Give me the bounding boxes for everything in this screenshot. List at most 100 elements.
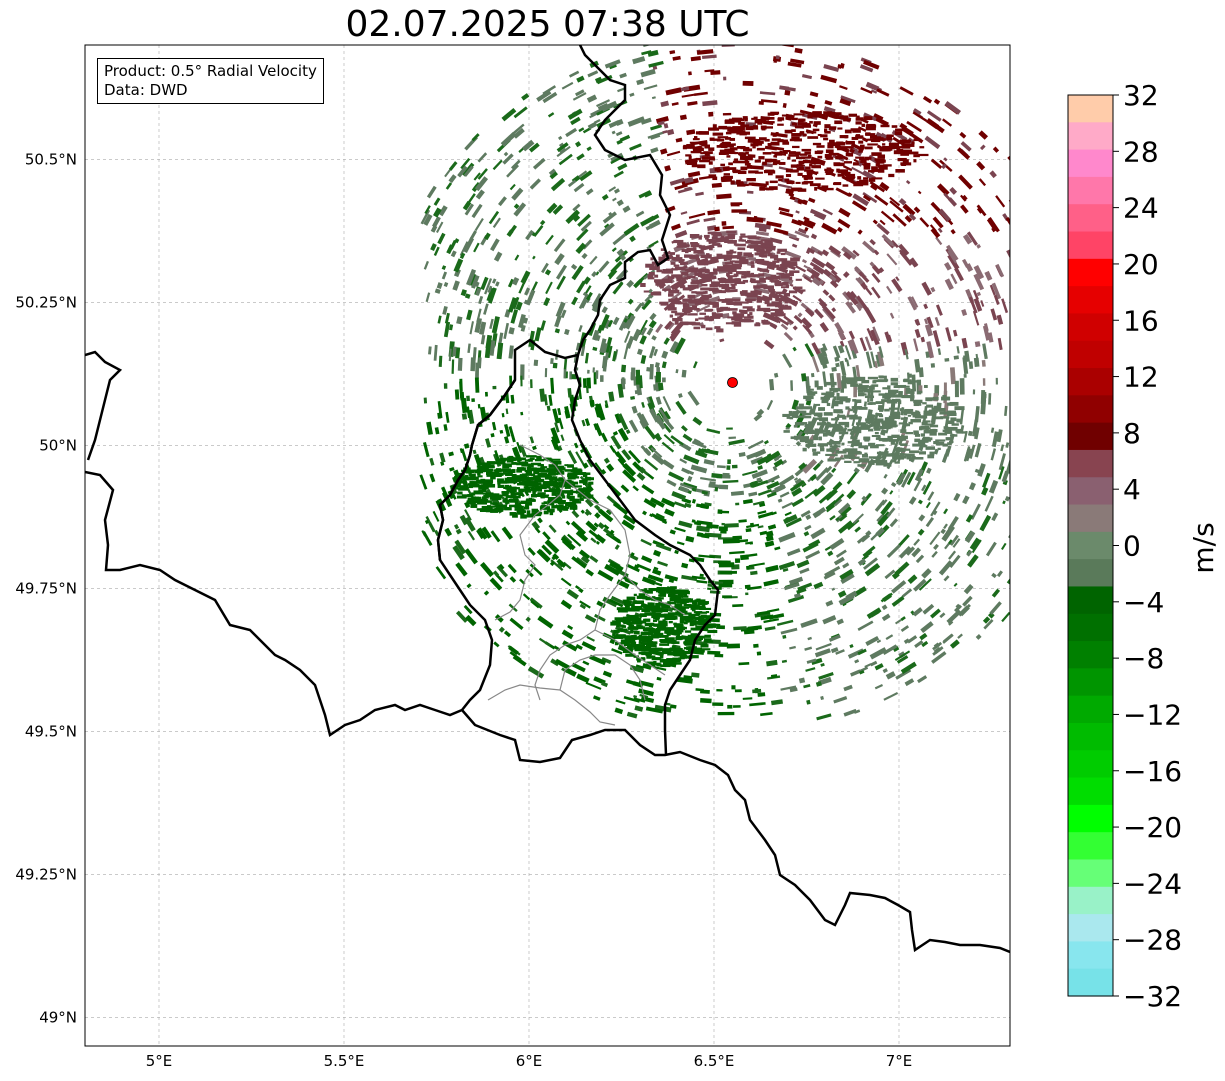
velocity-echo — [587, 121, 598, 130]
velocity-echo — [459, 241, 469, 257]
velocity-echo — [689, 254, 699, 258]
velocity-echo — [836, 372, 842, 390]
velocity-echo — [531, 281, 538, 292]
velocity-echo — [978, 178, 987, 187]
velocity-echo — [733, 626, 747, 631]
velocity-echo — [678, 613, 684, 617]
velocity-echo — [746, 308, 755, 312]
velocity-echo — [807, 636, 812, 641]
velocity-echo — [636, 624, 642, 629]
velocity-echo — [564, 464, 569, 467]
velocity-echo — [478, 295, 484, 305]
velocity-echo — [557, 408, 562, 416]
velocity-echo — [669, 637, 675, 641]
velocity-echo — [568, 495, 575, 500]
velocity-echo — [824, 261, 836, 271]
velocity-echo — [676, 608, 682, 613]
velocity-echo — [896, 148, 904, 152]
velocity-echo — [490, 433, 495, 438]
velocity-echo — [616, 199, 624, 207]
velocity-echo — [881, 423, 891, 427]
colorbar-tick-label: −28 — [1123, 924, 1182, 957]
velocity-echo — [685, 154, 692, 157]
velocity-echo — [878, 165, 888, 170]
velocity-echo — [510, 480, 516, 483]
velocity-echo — [664, 410, 671, 420]
velocity-echo — [858, 140, 864, 144]
velocity-echo — [537, 492, 546, 495]
velocity-echo — [1034, 411, 1039, 420]
velocity-echo — [785, 517, 802, 528]
velocity-echo — [741, 290, 748, 293]
velocity-echo — [625, 653, 636, 657]
velocity-echo — [825, 172, 832, 176]
velocity-echo — [812, 128, 820, 132]
velocity-echo — [763, 297, 773, 301]
velocity-echo — [780, 274, 790, 279]
velocity-echo — [773, 458, 784, 468]
velocity-echo — [477, 357, 482, 369]
velocity-echo — [879, 181, 890, 192]
velocity-echo — [674, 320, 679, 325]
velocity-echo — [886, 285, 893, 294]
velocity-echo — [665, 589, 675, 593]
velocity-echo — [723, 175, 733, 179]
velocity-echo — [837, 127, 843, 130]
velocity-echo — [989, 284, 996, 296]
velocity-echo — [957, 633, 963, 639]
velocity-echo — [847, 648, 865, 659]
velocity-echo — [634, 389, 640, 395]
velocity-echo — [809, 183, 821, 187]
velocity-echo — [509, 183, 516, 191]
velocity-echo — [803, 181, 814, 184]
velocity-echo — [935, 441, 945, 446]
velocity-echo — [917, 499, 923, 505]
velocity-echo — [920, 425, 930, 429]
velocity-echo — [1033, 412, 1037, 418]
velocity-echo — [904, 408, 914, 412]
velocity-echo — [654, 610, 663, 613]
velocity-echo — [772, 132, 777, 137]
velocity-echo — [880, 124, 890, 128]
velocity-echo — [763, 309, 771, 313]
velocity-echo — [773, 58, 778, 63]
velocity-echo — [794, 230, 810, 239]
velocity-echo — [709, 247, 713, 251]
velocity-echo — [692, 269, 701, 272]
velocity-echo — [913, 399, 923, 404]
velocity-echo — [869, 329, 880, 346]
velocity-echo — [768, 294, 773, 297]
velocity-echo — [868, 178, 876, 182]
velocity-echo — [730, 32, 741, 36]
velocity-echo — [671, 310, 678, 314]
velocity-echo — [541, 262, 549, 274]
velocity-echo — [842, 251, 853, 260]
velocity-echo — [634, 648, 646, 652]
velocity-echo — [459, 448, 463, 454]
velocity-echo — [706, 156, 715, 159]
velocity-echo — [719, 307, 723, 311]
velocity-echo — [736, 271, 747, 275]
velocity-echo — [845, 152, 850, 157]
velocity-echo — [892, 146, 901, 149]
velocity-echo — [801, 148, 812, 152]
velocity-echo — [623, 318, 628, 323]
velocity-echo — [711, 275, 717, 280]
velocity-echo — [750, 165, 764, 170]
velocity-echo — [785, 292, 791, 297]
velocity-echo — [726, 155, 731, 158]
velocity-echo — [898, 198, 907, 206]
velocity-echo — [1018, 486, 1024, 494]
velocity-echo — [640, 68, 656, 78]
velocity-echo — [536, 493, 543, 497]
velocity-echo — [956, 418, 962, 423]
velocity-echo — [958, 605, 970, 617]
velocity-echo — [620, 639, 631, 643]
velocity-echo — [830, 111, 836, 115]
velocity-echo — [486, 287, 494, 302]
velocity-echo — [489, 577, 503, 591]
velocity-echo — [889, 200, 904, 213]
velocity-echo — [463, 237, 475, 254]
velocity-echo — [665, 616, 676, 620]
velocity-echo — [813, 171, 819, 174]
